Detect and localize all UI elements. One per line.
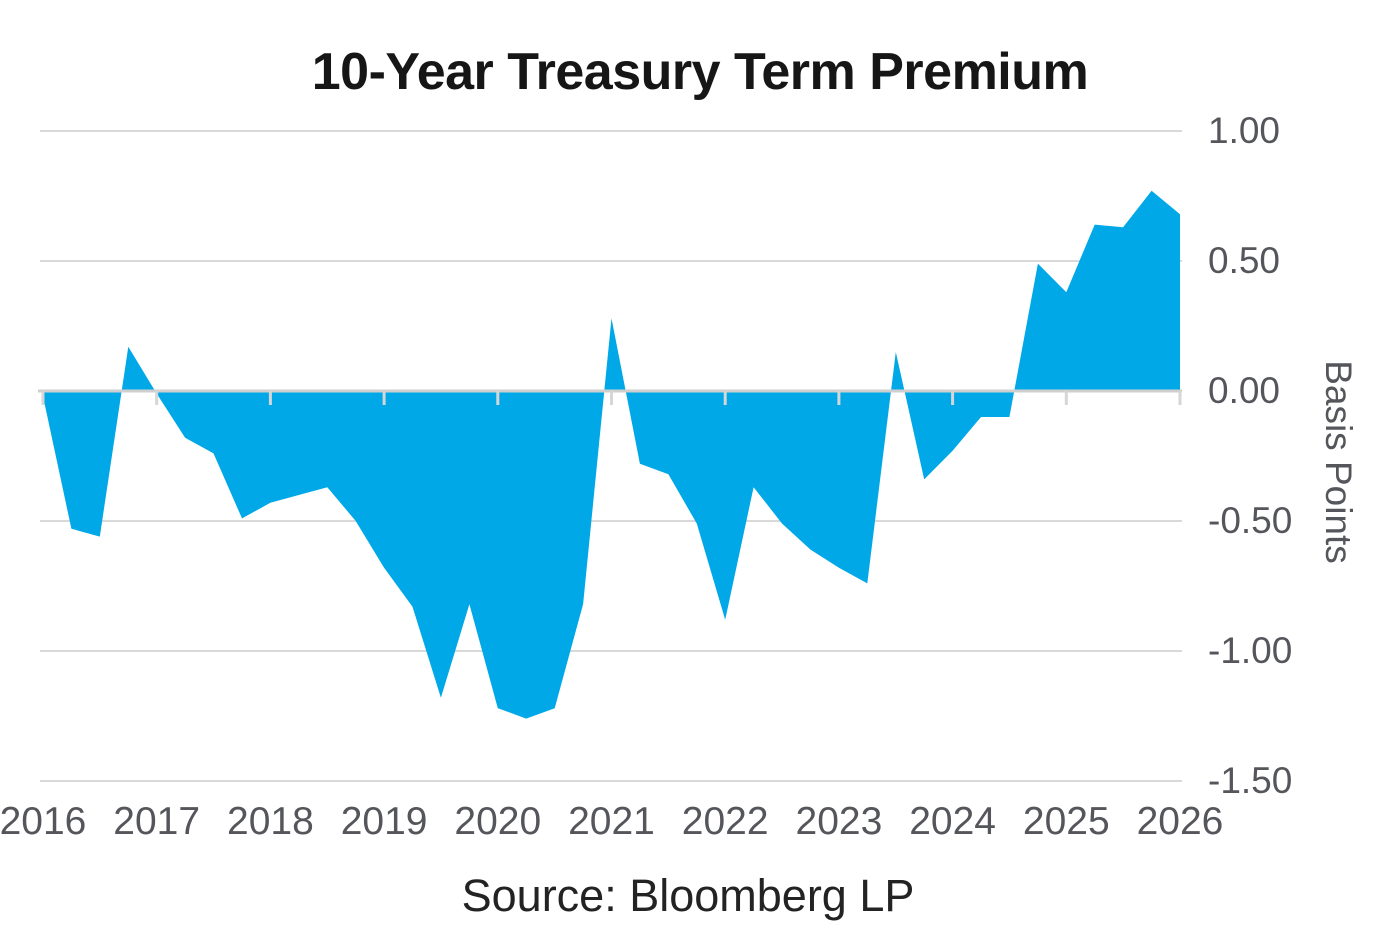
x-axis-tick-label: 2023 (795, 800, 883, 843)
x-axis-tick-label: 2022 (681, 800, 769, 843)
y-axis-title: Basis Points (1318, 360, 1359, 564)
x-axis-tick-marks (41, 391, 1182, 405)
x-axis-tick-label: 2018 (227, 800, 314, 843)
y-axis-tick-label: -1.00 (1208, 630, 1293, 671)
term-premium-area-series (43, 190, 1180, 719)
x-axis-tick-label: 2021 (568, 800, 655, 843)
y-axis-tick-label: -1.50 (1208, 760, 1293, 801)
x-axis-tick-label: 2020 (454, 800, 542, 843)
chart-title: 10-Year Treasury Term Premium (311, 43, 1089, 101)
x-axis-tick-label: 2025 (1022, 800, 1110, 843)
y-axis-tick-label: -0.50 (1208, 500, 1293, 541)
x-axis-tick-label: 2026 (1136, 800, 1224, 843)
horizontal-gridlines (40, 130, 1182, 782)
x-axis-tick-label: 2019 (340, 800, 428, 843)
x-axis-tick-label: 2024 (909, 800, 996, 843)
x-axis-tick-label: 2016 (0, 800, 87, 843)
y-axis-tick-label: 1.00 (1208, 110, 1281, 151)
x-axis-tick-label: 2017 (113, 800, 201, 843)
y-axis-tick-label: 0.50 (1208, 240, 1281, 281)
y-axis-tick-label: 0.00 (1208, 370, 1281, 411)
source-note: Source: Bloomberg LP (461, 870, 915, 921)
